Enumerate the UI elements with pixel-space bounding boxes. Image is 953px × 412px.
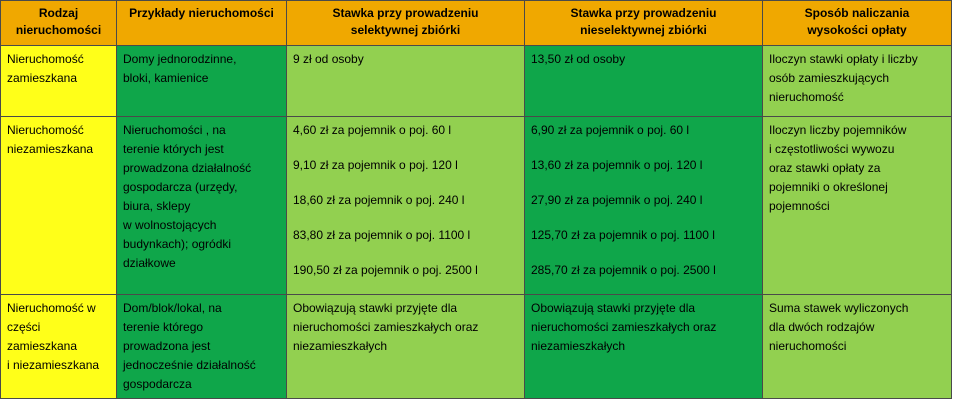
header-property-examples: Przykłady nieruchomości <box>116 0 287 46</box>
header-text-line: Sposób naliczania <box>804 6 910 20</box>
cell-property-type: Nieruchomość zamieszkana <box>0 45 117 117</box>
header-selective-rate: Stawka przy prowadzeniu selektywnej zbió… <box>286 0 525 46</box>
header-text-line: Stawka przy prowadzeniu <box>332 6 479 20</box>
cell-property-type: Nieruchomość niezamieszkana <box>0 116 117 295</box>
cell-calculation-method: Iloczyn stawki opłaty i liczby osób zami… <box>762 45 952 117</box>
rate-line: 9,10 zł za pojemnik o poj. 120 l <box>293 158 458 172</box>
rate-line: 27,90 zł za pojemnik o poj. 240 l <box>531 193 703 207</box>
cell-text-line: działkowe <box>123 256 176 270</box>
header-text-line: Przykłady nieruchomości <box>129 6 274 20</box>
cell-text-line: budynkach); ogródki <box>123 237 232 251</box>
cell-text-line: Nieruchomość <box>7 52 84 66</box>
cell-nonselective-rate: 6,90 zł za pojemnik o poj. 60 l 13,60 zł… <box>524 116 763 295</box>
header-calculation-method: Sposób naliczania wysokości opłaty <box>762 0 952 46</box>
cell-text-line: gospodarcza (urzędy, <box>123 180 238 194</box>
table-row: Nieruchomość w części zamieszkana i niez… <box>0 294 952 399</box>
cell-nonselective-rate: Obowiązują stawki przyjęte dla nieruchom… <box>524 294 763 399</box>
table-row: Nieruchomość niezamieszkana Nieruchomośc… <box>0 116 952 295</box>
cell-text-line: pojemności <box>769 199 830 213</box>
cell-text-line: Obowiązują stawki przyjęte dla <box>293 301 458 315</box>
cell-text-line: terenie którego <box>123 320 204 334</box>
cell-selective-rate: 9 zł od osoby <box>286 45 525 117</box>
cell-text-line: nieruchomość <box>769 90 844 104</box>
cell-text-line: niezamieszkana <box>7 142 94 156</box>
cell-text-line: 13,50 zł od osoby <box>531 52 626 66</box>
cell-selective-rate: 4,60 zł za pojemnik o poj. 60 l 9,10 zł … <box>286 116 525 295</box>
cell-property-examples: Dom/blok/lokal, na terenie którego prowa… <box>116 294 287 399</box>
rate-line: 285,70 zł za pojemnik o poj. 2500 l <box>531 263 716 277</box>
cell-property-examples: Domy jednorodzinne, bloki, kamienice <box>116 45 287 117</box>
cell-nonselective-rate: 13,50 zł od osoby <box>524 45 763 117</box>
cell-text-line: nieruchomości zamieszkałych oraz <box>293 320 479 334</box>
cell-text-line: niezamieszkałych <box>293 339 388 353</box>
cell-text-line: w wolnostojących <box>123 218 217 232</box>
rate-line: 18,60 zł za pojemnik o poj. 240 l <box>293 193 465 207</box>
cell-text-line: pojemniki o określonej <box>769 180 888 194</box>
cell-selective-rate: Obowiązują stawki przyjęte dla nieruchom… <box>286 294 525 399</box>
header-text-line: Rodzaj <box>38 6 79 20</box>
cell-calculation-method: Suma stawek wyliczonych dla dwóch rodzaj… <box>762 294 952 399</box>
cell-text-line: terenie których jest <box>123 142 224 156</box>
cell-property-examples: Nieruchomości , na terenie których jest … <box>116 116 287 295</box>
rate-line: 13,60 zł za pojemnik o poj. 120 l <box>531 158 703 172</box>
cell-text-line: i niezamieszkana <box>7 358 100 372</box>
header-text-line: nieselektywnej zbiórki <box>580 23 707 37</box>
cell-text-line: nieruchomości zamieszkałych oraz <box>531 320 717 334</box>
cell-text-line: i częstotliwości wywozu <box>769 142 895 156</box>
cell-text-line: niezamieszkałych <box>531 339 626 353</box>
cell-text-line: Nieruchomość w <box>7 301 96 315</box>
header-text-line: selektywnej zbiórki <box>350 23 461 37</box>
cell-text-line: prowadzona jest <box>123 339 211 353</box>
cell-text-line: Iloczyn stawki opłaty i liczby <box>769 52 918 66</box>
cell-text-line: Nieruchomość <box>7 123 84 137</box>
header-row: Rodzaj nieruchomości Przykłady nieruchom… <box>0 0 952 46</box>
cell-text-line: gospodarcza <box>123 377 192 391</box>
cell-text-line: prowadzona działalność <box>123 161 252 175</box>
rate-line: 125,70 zł za pojemnik o poj. 1100 l <box>531 228 715 242</box>
cell-text-line: dla dwóch rodzajów <box>769 320 875 334</box>
cell-text-line: Domy jednorodzinne, <box>123 52 237 66</box>
cell-text-line: 9 zł od osoby <box>293 52 364 66</box>
cell-text-line: nieruchomości <box>769 339 847 353</box>
cell-text-line: bloki, kamienice <box>123 71 209 85</box>
cell-text-line: osób zamieszkujących <box>769 71 890 85</box>
rate-line: 190,50 zł za pojemnik o poj. 2500 l <box>293 263 478 277</box>
table-row: Nieruchomość zamieszkana Domy jednorodzi… <box>0 45 952 117</box>
cell-text-line: oraz stawki opłaty za <box>769 161 881 175</box>
cell-text-line: Dom/blok/lokal, na <box>123 301 222 315</box>
header-text-line: wysokości opłaty <box>807 23 907 37</box>
cell-text-line: Iloczyn liczby pojemników <box>769 123 907 137</box>
waste-fee-table: Rodzaj nieruchomości Przykłady nieruchom… <box>0 0 952 399</box>
header-property-type: Rodzaj nieruchomości <box>0 0 117 46</box>
cell-text-line: Nieruchomości , na <box>123 123 226 137</box>
rate-line: 83,80 zł za pojemnik o poj. 1100 l <box>293 228 471 242</box>
header-text-line: nieruchomości <box>15 23 102 37</box>
cell-text-line: zamieszkana <box>7 71 78 85</box>
rate-line: 4,60 zł za pojemnik o poj. 60 l <box>293 123 452 137</box>
header-text-line: Stawka przy prowadzeniu <box>570 6 717 20</box>
cell-text-line: Obowiązują stawki przyjęte dla <box>531 301 696 315</box>
cell-text-line: jednocześnie działalność <box>123 358 256 372</box>
cell-text-line: biura, sklepy <box>123 199 191 213</box>
cell-text-line: zamieszkana <box>7 339 78 353</box>
header-nonselective-rate: Stawka przy prowadzeniu nieselektywnej z… <box>524 0 763 46</box>
rate-line: 6,90 zł za pojemnik o poj. 60 l <box>531 123 690 137</box>
cell-text-line: Suma stawek wyliczonych <box>769 301 909 315</box>
cell-property-type: Nieruchomość w części zamieszkana i niez… <box>0 294 117 399</box>
cell-calculation-method: Iloczyn liczby pojemników i częstotliwoś… <box>762 116 952 295</box>
cell-text-line: części <box>7 320 41 334</box>
